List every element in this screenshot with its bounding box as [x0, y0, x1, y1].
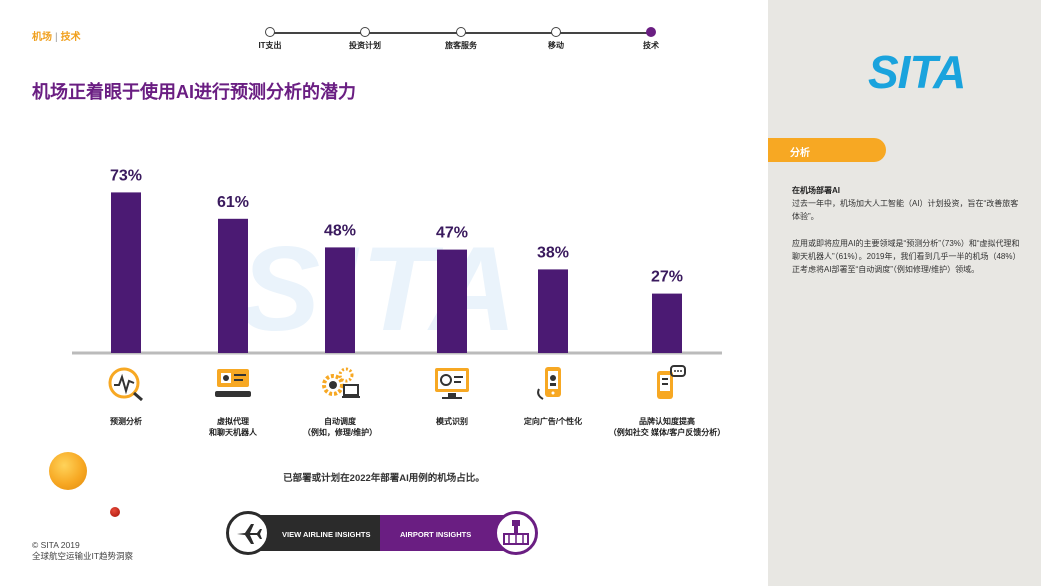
timeline-dot: [551, 27, 561, 37]
airport-insights-label: AIRPORT INSIGHTS: [400, 530, 472, 539]
gears-icon: [322, 367, 360, 398]
bar: [111, 192, 141, 353]
airline-insights-label: VIEW AIRLINE INSIGHTS: [282, 530, 371, 539]
bar: [325, 247, 355, 353]
copyright: © SITA 2019 全球航空运输业IT趋势洞察: [32, 540, 133, 562]
breadcrumb-separator: |: [55, 32, 58, 43]
timeline-step-label: 投资计划: [349, 41, 381, 50]
bar-value-label: 38%: [537, 244, 569, 261]
breadcrumb: 机场 | 技术: [32, 28, 81, 43]
timeline-dot-active: [646, 27, 656, 37]
bar: [538, 269, 568, 353]
analysis-paragraph-2: 应用或即将应用AI的主要领域是“预测分析”（73%）和“虚拟代理和聊天机器人”（…: [792, 239, 1021, 274]
breadcrumb-topic[interactable]: 技术: [60, 32, 81, 43]
category-sublabel: （例如，修理/维护）: [302, 428, 378, 437]
insights-nav: VIEW AIRLINE INSIGHTS AIRPORT INSIGHTS: [226, 511, 538, 557]
timeline-step-label: 旅客服务: [445, 41, 477, 50]
airplane-icon[interactable]: [226, 511, 270, 555]
timeline-step-label: 技术: [643, 41, 659, 50]
analysis-text: 在机场部署AI 过去一年中，机场加大人工智能（AI）计划投资，旨在“改善旅客体验…: [792, 184, 1024, 290]
mobile-ad-icon: [537, 367, 561, 400]
sita-watermark: SITA: [240, 222, 521, 356]
timeline-step-it-spend[interactable]: IT支出: [230, 27, 310, 51]
timeline-step-technology[interactable]: 技术: [611, 27, 691, 51]
timeline-step-label: 移动: [548, 41, 564, 50]
category-pattern-recognition: 模式识别: [377, 365, 527, 427]
analytics-icon: [108, 367, 143, 402]
page-title: 机场正着眼于使用AI进行预测分析的潜力: [32, 82, 356, 102]
category-label: 预测分析: [110, 417, 142, 426]
sidebar-panel: [768, 0, 1041, 586]
sita-logo: SITA: [868, 46, 966, 98]
timeline-dot: [360, 27, 370, 37]
bar-value-label: 73%: [110, 167, 142, 184]
mobile-feedback-icon: [657, 365, 686, 399]
bar: [652, 293, 682, 353]
airport-terminal-icon[interactable]: [494, 511, 538, 555]
category-targeted-ads: 定向广告/个性化: [478, 365, 628, 427]
category-sublabel: （例如社交 媒体/客户反馈分析）: [608, 428, 726, 437]
analysis-heading: 在机场部署AI: [792, 186, 840, 195]
analysis-tab[interactable]: 分析: [768, 138, 886, 162]
analysis-tab-label: 分析: [790, 148, 810, 159]
category-label: 虚拟代理: [217, 417, 249, 426]
category-sublabel: 和聊天机器人: [209, 428, 257, 437]
timeline-dot: [265, 27, 275, 37]
bar-value-label: 48%: [324, 222, 356, 239]
monitor-icon: [435, 368, 469, 399]
category-predictive-analytics: 预测分析: [51, 365, 201, 427]
timeline-step-mobile[interactable]: 移动: [516, 27, 596, 51]
bar-value-label: 61%: [217, 194, 249, 211]
bar-value-label: 27%: [651, 269, 683, 286]
category-label: 品牌认知度提高: [639, 417, 695, 426]
category-label: 自动调度: [324, 417, 356, 426]
timeline-step-investment[interactable]: 投资计划: [325, 27, 405, 51]
timeline-dot: [456, 27, 466, 37]
timeline-step-label: IT支出: [258, 41, 282, 50]
timeline-step-passenger[interactable]: 旅客服务: [421, 27, 501, 51]
analysis-paragraph-1: 过去一年中，机场加大人工智能（AI）计划投资，旨在“改善旅客体验”。: [792, 199, 1019, 221]
bar: [437, 249, 467, 353]
main-panel: 机场 | 技术 IT支出 投资计划 旅客服务 移动 技术 机场正着眼于使用AI进行预…: [32, 27, 742, 562]
chatbot-icon: [215, 369, 251, 397]
decorative-orange-orb: [49, 452, 87, 490]
bar-chart: 73% 61% 48% 47% 38% 27%: [72, 167, 722, 355]
bar-value-label: 47%: [436, 225, 468, 242]
category-virtual-agents: 虚拟代理和聊天机器人: [158, 365, 308, 438]
category-brand-awareness: 品牌认知度提高 （例如社交 媒体/客户反馈分析）: [592, 365, 742, 438]
chart-footnote: 已部署或计划在2022年部署AI用例的机场占比。: [283, 473, 485, 484]
breadcrumb-section[interactable]: 机场: [32, 32, 52, 43]
decorative-red-dot: [110, 507, 120, 517]
category-label: 定向广告/个性化: [523, 417, 583, 426]
category-label: 模式识别: [436, 417, 468, 426]
report-title: 全球航空运输业IT趋势洞察: [32, 551, 134, 561]
bar: [218, 218, 248, 353]
copyright-line: © SITA 2019: [32, 540, 80, 550]
category-auto-scheduling: 自动调度 （例如，修理/维护）: [265, 365, 415, 438]
